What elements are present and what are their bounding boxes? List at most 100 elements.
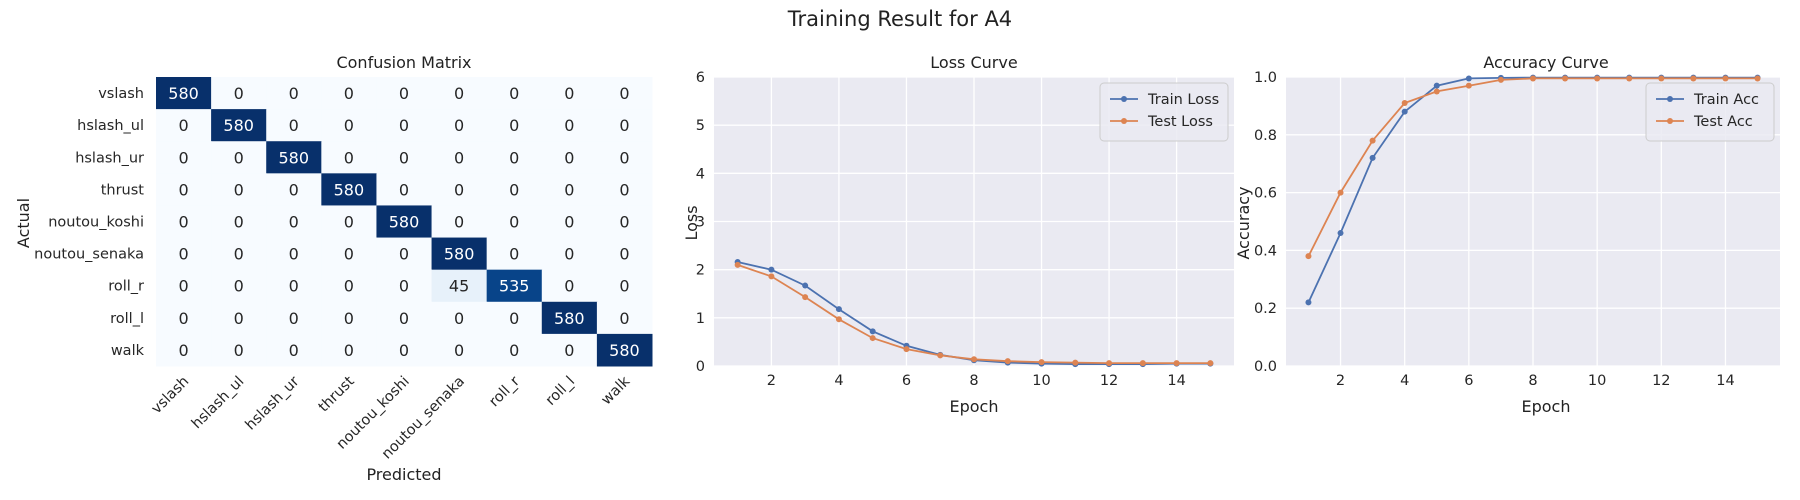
acc-y-tick: 0.8 <box>1254 128 1277 144</box>
confusion-matrix-cell <box>376 205 433 239</box>
confusion-matrix-cell <box>321 77 377 110</box>
confusion-matrix-cell <box>266 237 322 271</box>
acc-y-tick: 0.0 <box>1254 359 1277 375</box>
acc-x-tick: 14 <box>1716 373 1734 389</box>
confusion-matrix-cell-value: 0 <box>234 341 244 360</box>
accuracy-xlabel: Epoch <box>1522 397 1571 416</box>
loss-legend-label: Test Loss <box>1147 114 1213 130</box>
confusion-matrix-cell-value: 0 <box>289 180 299 199</box>
confusion-matrix-cell-value: 0 <box>234 148 244 167</box>
confusion-matrix-cell-value: 0 <box>454 116 464 135</box>
confusion-matrix-cell <box>156 77 212 110</box>
confusion-matrix-cell-value: 0 <box>178 213 188 232</box>
confusion-matrix-cell-value: 0 <box>564 116 574 135</box>
acc-x-tick: 4 <box>1400 373 1409 389</box>
confusion-matrix-x-tick: walk <box>599 373 634 408</box>
confusion-matrix-xlabel: Predicted <box>366 465 441 484</box>
acc-data-point <box>1594 75 1601 82</box>
confusion-matrix-cell-value: 0 <box>234 309 244 328</box>
confusion-matrix-cell <box>321 109 377 142</box>
loss-series <box>734 258 1214 368</box>
loss-y-tick: 0 <box>696 359 705 375</box>
acc-data-point <box>1754 75 1761 82</box>
confusion-matrix-cell-value: 0 <box>619 148 629 167</box>
acc-data-point <box>1433 88 1440 95</box>
loss-y-tick: 4 <box>696 166 705 182</box>
loss-data-point <box>734 261 741 268</box>
confusion-matrix-cell-value: 0 <box>509 213 519 232</box>
confusion-matrix-cell-value: 0 <box>509 148 519 167</box>
confusion-matrix-cell-value: 580 <box>334 180 365 199</box>
confusion-matrix-cell-value: 580 <box>279 148 310 167</box>
accuracy-gridlines <box>1286 76 1780 367</box>
confusion-matrix-cell-value: 0 <box>509 245 519 264</box>
accuracy-tick-labels: 2 4 6 8 10 12 14 0.0 0.2 0.4 0.6 0.8 1.0 <box>1254 70 1735 389</box>
confusion-matrix-cell <box>211 109 267 142</box>
accuracy-legend: Train Acc Test Acc <box>1645 82 1775 142</box>
confusion-matrix-cell-value: 580 <box>168 84 199 103</box>
confusion-matrix-cell-value: 0 <box>509 84 519 103</box>
confusion-matrix-cell <box>211 77 267 110</box>
confusion-matrix-cell-value: 0 <box>399 309 409 328</box>
confusion-matrix-cell-value: 0 <box>178 148 188 167</box>
confusion-matrix-cell <box>376 109 433 142</box>
confusion-matrix-cell <box>541 141 598 174</box>
confusion-matrix-cell <box>211 301 267 335</box>
confusion-matrix-cell <box>266 333 322 367</box>
confusion-matrix-cell-value: 0 <box>344 341 354 360</box>
loss-y-tick: 2 <box>696 263 705 279</box>
confusion-matrix-cell-value: 0 <box>234 213 244 232</box>
loss-data-point <box>1038 359 1045 366</box>
confusion-matrix-cell-value: 0 <box>564 180 574 199</box>
confusion-matrix-cell-value: 0 <box>399 341 409 360</box>
confusion-matrix-cell-value: 0 <box>344 277 354 296</box>
acc-legend-marker <box>1667 118 1673 124</box>
acc-data-point <box>1433 82 1440 89</box>
loss-x-tick: 2 <box>767 373 776 389</box>
confusion-matrix-cell <box>486 269 543 303</box>
confusion-matrix-cell <box>321 237 377 271</box>
confusion-matrix-cell <box>431 109 488 142</box>
confusion-matrix-cell-value: 0 <box>344 245 354 264</box>
confusion-matrix-y-tick: hslash_ur <box>75 150 144 166</box>
confusion-matrix-cell-value: 0 <box>454 309 464 328</box>
loss-legend: Train Loss Test Loss <box>1099 82 1229 142</box>
acc-legend-label: Train Acc <box>1693 92 1759 108</box>
confusion-matrix-cell <box>156 269 212 303</box>
confusion-matrix-cell-value: 0 <box>289 245 299 264</box>
loss-x-tick: 12 <box>1100 373 1118 389</box>
confusion-matrix-cell <box>266 77 322 110</box>
confusion-matrix-cell-value: 580 <box>554 309 585 328</box>
confusion-matrix-cell <box>431 173 488 206</box>
confusion-matrix-cell <box>156 141 212 174</box>
confusion-matrix-cell-value: 0 <box>234 180 244 199</box>
confusion-matrix-cell <box>376 173 433 206</box>
confusion-matrix-cell <box>211 173 267 206</box>
loss-x-tick: 8 <box>969 373 978 389</box>
acc-data-point <box>1690 75 1697 82</box>
confusion-matrix-cell <box>156 333 212 367</box>
loss-data-point <box>1207 360 1214 367</box>
acc-x-tick: 10 <box>1588 373 1606 389</box>
acc-data-point <box>1337 230 1344 237</box>
acc-y-tick: 1.0 <box>1254 70 1277 86</box>
confusion-matrix-cell <box>596 109 653 142</box>
acc-data-point <box>1465 82 1472 89</box>
confusion-matrix-cell-value: 0 <box>234 245 244 264</box>
confusion-matrix-y-tick: walk <box>111 343 145 359</box>
confusion-matrix-cell <box>431 333 488 367</box>
confusion-matrix-cell-value: 0 <box>178 341 188 360</box>
acc-data-point <box>1497 76 1504 83</box>
confusion-matrix-cell <box>211 333 267 367</box>
confusion-matrix-cell <box>266 205 322 239</box>
confusion-matrix-cell-value: 0 <box>289 116 299 135</box>
confusion-matrix-cell <box>376 77 433 110</box>
confusion-matrix-cell <box>321 269 377 303</box>
confusion-matrix-cell-value: 0 <box>619 309 629 328</box>
confusion-matrix-cell <box>321 205 377 239</box>
confusion-matrix-cell-value: 0 <box>178 309 188 328</box>
confusion-matrix-cell-value: 0 <box>454 341 464 360</box>
